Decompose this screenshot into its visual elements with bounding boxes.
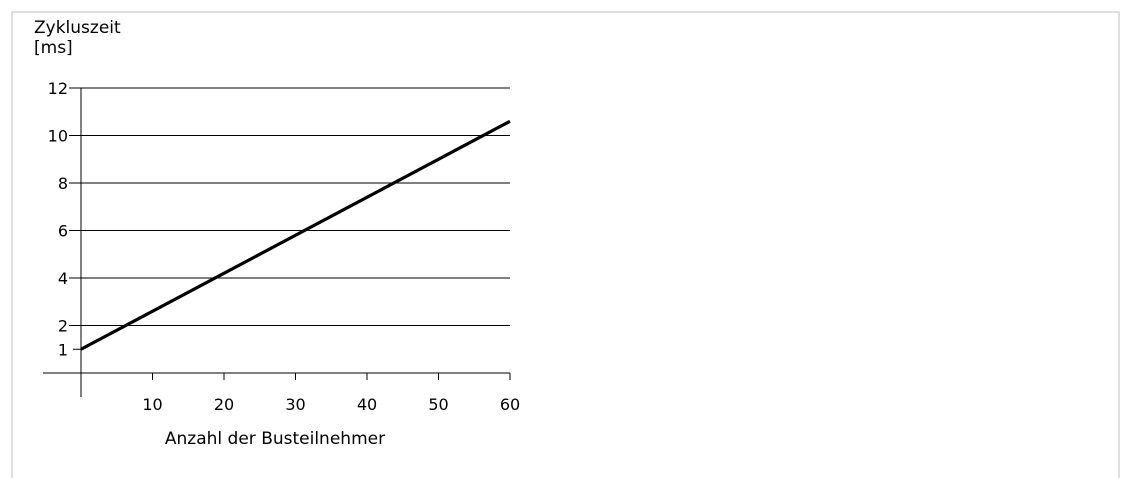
- x-tick-label-50: 50: [428, 395, 448, 414]
- y-tick-label-4: 4: [58, 269, 68, 288]
- x-tick-label-40: 40: [357, 395, 377, 414]
- axes: [43, 88, 511, 397]
- y-axis-label-line-1: Zykluszeit: [34, 18, 121, 38]
- y-axis-label-line-2: [ms]: [34, 38, 73, 58]
- y-tick-label-12: 12: [48, 79, 68, 98]
- tick-labels: 10 20 30 40 50 60 12 10 8 6 4 2 1: [48, 79, 521, 414]
- x-tick-label-30: 30: [285, 395, 305, 414]
- x-tick-label-10: 10: [142, 395, 162, 414]
- series-layer: [80, 119, 511, 351]
- gridlines: [69, 87, 510, 326]
- y-tick-label-8: 8: [58, 174, 68, 193]
- y-tick-label-10: 10: [48, 127, 68, 146]
- x-tick-label-60: 60: [500, 395, 520, 414]
- y-tick-label-2: 2: [58, 317, 68, 336]
- frame-border: [11, 11, 1120, 478]
- x-tick-label-20: 20: [214, 395, 234, 414]
- y-tick-label-1: 1: [58, 340, 68, 359]
- y-tick-label-6: 6: [58, 222, 68, 241]
- frame-outline: [11, 11, 1120, 478]
- series-line-0: [80, 119, 511, 351]
- x-axis-label: Anzahl der Busteilnehmer: [165, 429, 385, 449]
